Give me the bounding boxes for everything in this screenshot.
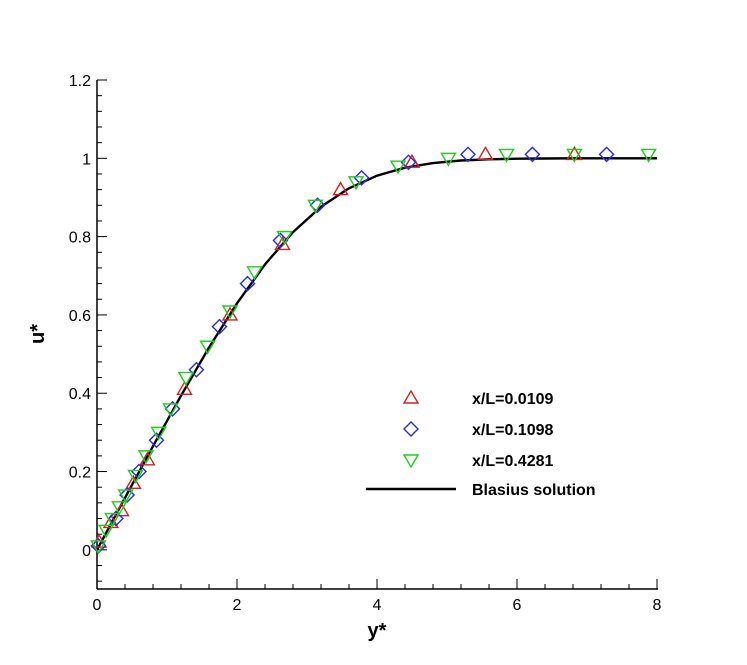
y-tick-label: 0 xyxy=(82,543,91,560)
data-point xyxy=(566,146,583,161)
data-point xyxy=(90,540,107,555)
data-point xyxy=(309,197,326,214)
data-point xyxy=(332,181,349,196)
data-point xyxy=(107,510,124,527)
data-point xyxy=(97,524,115,539)
data-point xyxy=(127,469,144,484)
y-tick-label: 0.8 xyxy=(69,230,91,247)
x-tick-label: 6 xyxy=(513,597,522,614)
legend-label: x/L=0.1098 xyxy=(472,422,554,439)
markers-layer xyxy=(90,146,657,555)
legend-label: x/L=0.0109 xyxy=(472,391,554,408)
data-point xyxy=(272,232,289,249)
data-point xyxy=(117,489,134,504)
y-tick-label: 1.2 xyxy=(69,73,91,90)
data-point xyxy=(403,153,421,168)
data-point xyxy=(274,236,291,251)
legend-label: x/L=0.4281 xyxy=(472,453,554,470)
data-point xyxy=(148,432,165,449)
data-point xyxy=(150,426,167,441)
y-axis-title: u* xyxy=(27,324,49,344)
legend-marker-swatch xyxy=(402,454,420,469)
data-point xyxy=(125,474,142,489)
data-point xyxy=(477,146,494,161)
y-tick-label: 1 xyxy=(82,151,91,168)
data-point xyxy=(211,318,228,335)
y-tick-label: 0.2 xyxy=(69,465,91,482)
data-point xyxy=(566,148,583,163)
data-point xyxy=(307,199,324,214)
data-point xyxy=(104,512,121,527)
data-point xyxy=(640,148,657,163)
data-point xyxy=(113,502,130,517)
blasius-solution-line xyxy=(95,157,657,551)
data-point xyxy=(389,160,407,175)
data-point xyxy=(353,169,370,186)
data-point xyxy=(164,400,181,417)
data-point xyxy=(221,306,239,321)
y-tick-label: 0.4 xyxy=(69,386,91,403)
x-tick-label: 8 xyxy=(653,597,662,614)
data-point xyxy=(176,380,193,396)
x-tick-label: 4 xyxy=(373,597,382,614)
data-point xyxy=(498,148,515,163)
data-point xyxy=(524,146,541,163)
legend: x/L=0.0109 x/L=0.1098 x/L=0.4281 Blasius so… xyxy=(366,389,596,499)
axes: 0 2 4 6 8 0 0.2 0.4 0.6 0.8 1 1.2 y* u* xyxy=(27,73,662,642)
data-point xyxy=(246,266,263,281)
data-point xyxy=(239,275,256,292)
y-tick-label: 0.6 xyxy=(69,308,91,325)
data-point xyxy=(221,305,239,320)
legend-marker-swatch xyxy=(403,421,419,437)
blasius-curve-layer xyxy=(95,157,657,551)
x-tick-label: 2 xyxy=(233,597,242,614)
legend-label: Blasius solution xyxy=(472,482,596,499)
data-point xyxy=(347,176,365,191)
data-point xyxy=(162,403,179,418)
data-point xyxy=(177,371,195,386)
data-point xyxy=(131,463,147,480)
data-point xyxy=(188,361,205,378)
x-tick-label: 0 xyxy=(93,597,102,614)
data-point xyxy=(276,230,293,246)
data-point xyxy=(111,501,128,516)
data-point xyxy=(137,450,155,465)
x-axis-title: y* xyxy=(368,620,387,642)
legend-marker-swatch xyxy=(402,389,420,404)
data-point xyxy=(199,340,216,355)
data-point xyxy=(400,154,417,171)
data-point xyxy=(598,146,615,163)
data-point xyxy=(440,152,457,167)
data-point xyxy=(460,146,476,163)
